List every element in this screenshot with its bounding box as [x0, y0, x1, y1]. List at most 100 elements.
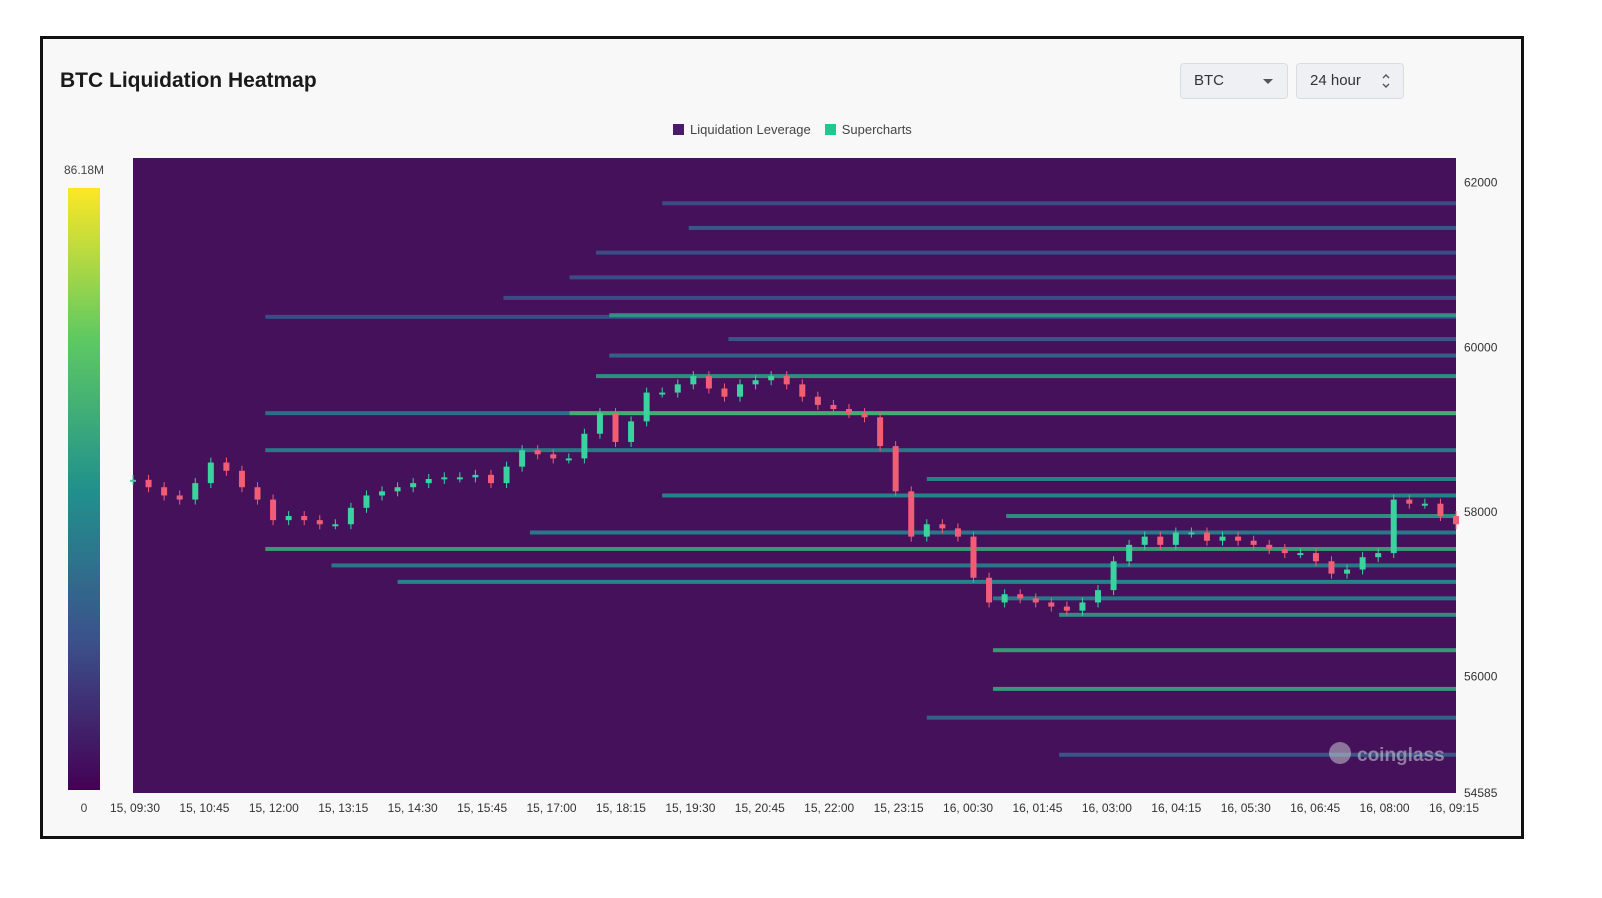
candle-body [1219, 536, 1226, 541]
liquidation-band [662, 493, 1456, 498]
candle-body [1095, 590, 1102, 603]
candle-body [161, 487, 168, 496]
range-select-value: 24 hour [1310, 72, 1361, 89]
candle-body [1079, 602, 1086, 611]
candle-body [223, 462, 230, 471]
candle-body [410, 483, 417, 488]
candle-body [1017, 594, 1024, 599]
candle-body [970, 536, 977, 578]
liquidation-band [596, 374, 1456, 379]
legend: Liquidation Leverage Supercharts [673, 122, 912, 137]
x-tick-label: 16, 00:30 [943, 801, 993, 815]
y-tick-label: 54585 [1464, 786, 1498, 800]
candle-body [659, 392, 666, 395]
coinglass-logo-icon [1329, 742, 1351, 764]
liquidation-band [609, 313, 1456, 318]
up-down-icon [1382, 74, 1390, 88]
candle-body [1312, 553, 1319, 562]
candle-body [1390, 499, 1397, 554]
liquidation-band [662, 201, 1456, 206]
liquidation-band [503, 295, 1456, 300]
symbol-select-value: BTC [1194, 72, 1224, 89]
candle-body [581, 433, 588, 459]
candle-body [285, 516, 292, 521]
candle-body [845, 409, 852, 414]
candle-body [254, 487, 261, 500]
candle-body [192, 483, 199, 500]
x-tick-label: 16, 05:30 [1221, 801, 1271, 815]
candle-body [986, 577, 993, 603]
colorbar-gradient [68, 188, 100, 790]
candle-body [534, 450, 541, 455]
candle-body [596, 413, 603, 434]
colorbar: 86.18M 0 [64, 163, 104, 815]
liquidation-band [609, 353, 1456, 358]
liquidation-band [1006, 514, 1456, 519]
candle-body [877, 417, 884, 447]
candle-body [176, 495, 183, 500]
candle-body [565, 458, 572, 461]
candle-body [1266, 544, 1273, 549]
candle-body [908, 491, 915, 537]
candle-body [1141, 536, 1148, 545]
candle-body [472, 474, 479, 478]
liquidation-band [992, 596, 1456, 601]
x-tick-label: 15, 18:15 [596, 801, 646, 815]
candle-body [130, 479, 136, 482]
candle-body [1453, 516, 1459, 525]
candle-body [441, 477, 448, 480]
candle-body [519, 450, 526, 467]
candle-body [939, 524, 946, 529]
candle-body [207, 462, 214, 484]
colorbar-max-label: 86.18M [64, 163, 104, 177]
candle-body [550, 454, 557, 459]
legend-item-liquidation-leverage[interactable]: Liquidation Leverage [673, 122, 811, 137]
liquidation-band [596, 250, 1456, 255]
candle-body [1110, 561, 1117, 591]
price-series [130, 371, 1459, 616]
x-tick-label: 15, 17:00 [527, 801, 577, 815]
candle-body [1063, 606, 1070, 611]
x-tick-label: 15, 13:15 [318, 801, 368, 815]
candle-body [643, 392, 650, 422]
candle-body [347, 507, 354, 525]
candle-body [1001, 594, 1008, 603]
watermark-text: coinglass [1357, 745, 1445, 766]
chevron-down-icon [1263, 79, 1273, 84]
candle-body [270, 499, 277, 521]
liquidation-band [331, 563, 1457, 568]
y-tick-label: 60000 [1464, 340, 1498, 354]
candle-body [1157, 536, 1164, 545]
candle-body [1188, 532, 1195, 535]
x-tick-label: 15, 23:15 [874, 801, 924, 815]
candle-body [1344, 569, 1351, 574]
watermark: coinglass [1329, 742, 1445, 766]
liquidation-band [688, 225, 1456, 230]
legend-label-supercharts: Supercharts [841, 122, 912, 137]
liquidation-band [529, 530, 1456, 535]
liquidation-band [926, 476, 1456, 481]
page-title: BTC Liquidation Heatmap [60, 69, 317, 92]
candle-body [861, 413, 868, 418]
candle-body [752, 380, 759, 385]
candle-body [737, 384, 744, 397]
candle-body [768, 376, 775, 381]
liquidation-band [1059, 612, 1456, 617]
legend-item-supercharts[interactable]: Supercharts [824, 122, 912, 137]
candle-body [674, 384, 681, 393]
candle-body [1328, 561, 1335, 574]
legend-swatch-supercharts [824, 124, 836, 135]
liquidation-band [397, 579, 1457, 584]
x-tick-label: 16, 06:45 [1290, 801, 1340, 815]
candle-body [316, 520, 323, 525]
x-tick-label: 15, 22:00 [804, 801, 854, 815]
y-axis: 62000 60000 58000 56000 54585 [1464, 176, 1498, 800]
y-tick-label: 58000 [1464, 505, 1498, 519]
symbol-select[interactable]: BTC [1180, 63, 1288, 99]
candle-body [332, 524, 339, 527]
x-tick-label: 15, 12:00 [249, 801, 299, 815]
x-tick-label: 16, 03:00 [1082, 801, 1132, 815]
candle-body [612, 413, 619, 442]
range-select[interactable]: 24 hour [1296, 63, 1404, 99]
candle-body [425, 478, 432, 484]
